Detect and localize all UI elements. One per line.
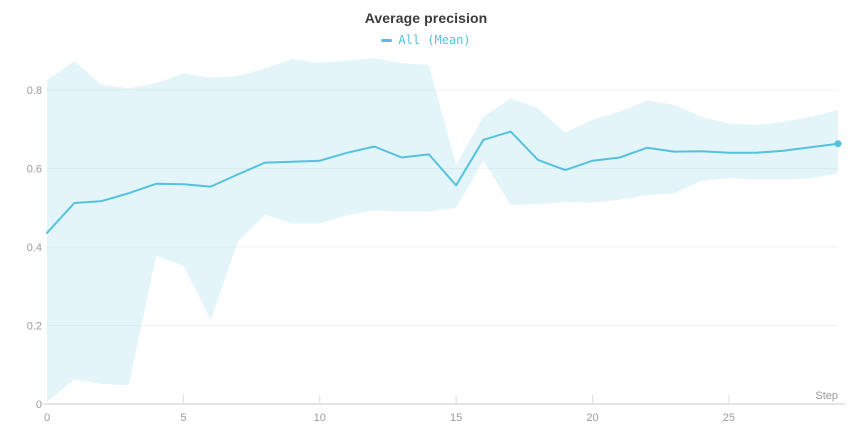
y-axis-tick-label: 0.2 bbox=[27, 321, 42, 333]
y-axis-tick-label: 0.4 bbox=[27, 242, 42, 254]
chart-title: Average precision bbox=[364, 10, 488, 26]
legend-line-icon bbox=[381, 38, 393, 42]
y-axis-tick-label: 0 bbox=[36, 399, 42, 411]
x-axis-tick-label: 5 bbox=[180, 412, 186, 424]
endpoint-marker-icon bbox=[834, 140, 842, 148]
x-axis-tick-label: 25 bbox=[723, 412, 735, 424]
x-axis-title: Step bbox=[815, 390, 838, 402]
x-axis-tick-label: 15 bbox=[450, 412, 462, 424]
confidence-band bbox=[47, 58, 838, 402]
y-axis-tick-label: 0.6 bbox=[27, 164, 42, 176]
legend-item-all-mean[interactable]: All (Mean) bbox=[0, 33, 852, 47]
series-line-all-mean bbox=[46, 130, 839, 234]
x-axis-tick-label: 20 bbox=[586, 412, 598, 424]
y-axis-tick-label: 0.8 bbox=[27, 85, 42, 97]
legend-label: All (Mean) bbox=[398, 33, 471, 47]
x-axis-tick-label: 10 bbox=[314, 412, 326, 424]
x-axis-tick-label: 0 bbox=[44, 412, 50, 424]
